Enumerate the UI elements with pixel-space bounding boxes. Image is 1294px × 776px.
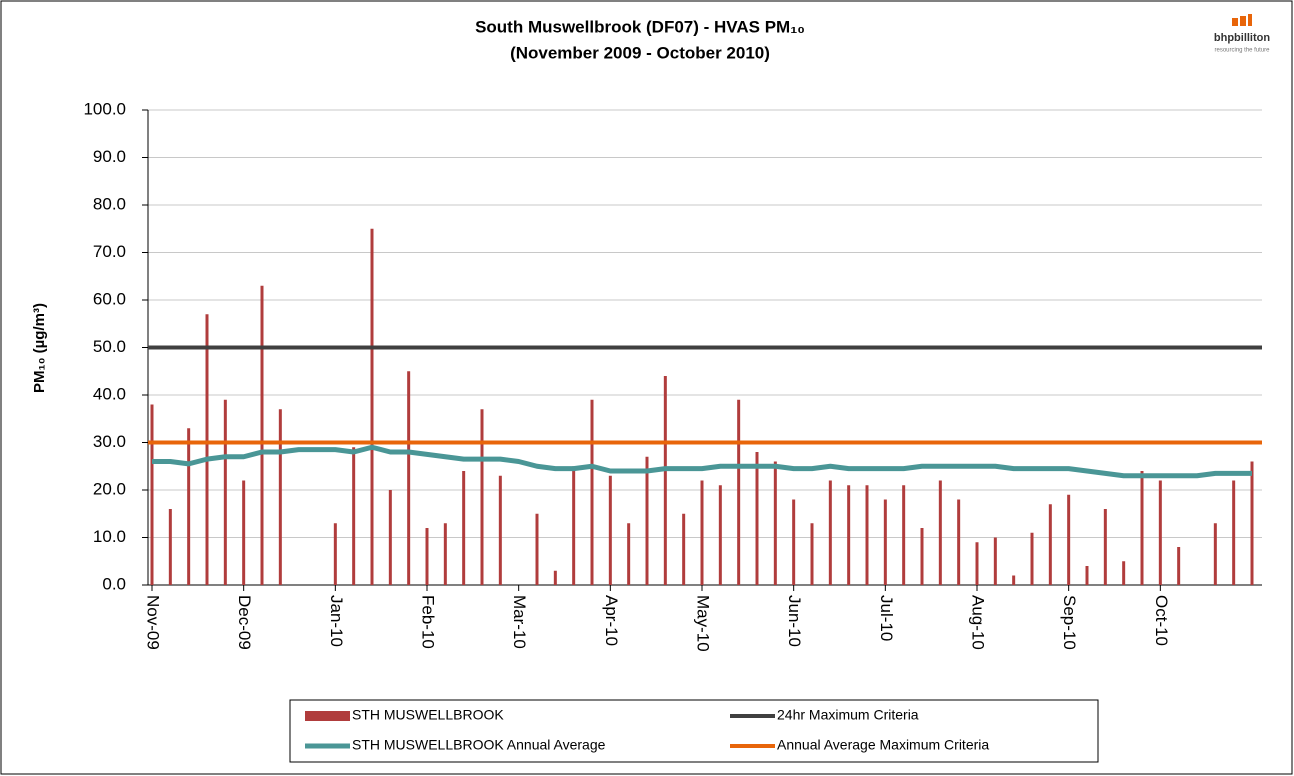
bar	[1122, 561, 1126, 585]
legend-box	[289, 699, 1099, 763]
y-tick-label: 0.0	[102, 574, 126, 593]
bar	[1213, 523, 1217, 585]
bar	[333, 523, 337, 585]
legend-label: 24hr Maximum Criteria	[777, 707, 919, 723]
legend-label: Annual Average Maximum Criteria	[777, 737, 989, 753]
bar	[352, 447, 356, 585]
bar	[278, 409, 282, 585]
bar	[1012, 575, 1016, 585]
bar	[938, 480, 942, 585]
bar	[957, 499, 961, 585]
x-tick-label: Jan-10	[327, 595, 346, 647]
y-axis-label: PM₁₀ (µg/m³)	[31, 303, 48, 393]
bar	[187, 428, 191, 585]
y-tick-label: 90.0	[93, 147, 126, 166]
y-tick-label: 60.0	[93, 289, 126, 308]
bar	[572, 466, 576, 585]
bar	[645, 456, 649, 585]
bar	[792, 499, 796, 585]
bar	[223, 399, 227, 585]
y-tick-label: 50.0	[93, 337, 126, 356]
bar	[1232, 480, 1236, 585]
bar	[902, 485, 906, 585]
bar	[1250, 461, 1254, 585]
bar	[810, 523, 814, 585]
y-tick-label: 40.0	[93, 384, 126, 403]
legend-label: STH MUSWELLBROOK Annual Average	[352, 737, 606, 753]
x-tick-label: Jul-10	[877, 595, 896, 641]
bar	[425, 528, 429, 585]
legend-swatch	[305, 711, 350, 721]
bar	[1177, 547, 1181, 585]
legend-label: STH MUSWELLBROOK	[352, 707, 504, 723]
bar	[443, 523, 447, 585]
bar	[755, 452, 759, 585]
average-line	[152, 444, 1252, 479]
bar	[682, 513, 686, 585]
bar	[773, 461, 777, 585]
x-tick-label: Nov-09	[144, 595, 163, 650]
chart-subtitle: (November 2009 - October 2010)	[510, 43, 770, 62]
bar	[1048, 504, 1052, 585]
logo-mark	[1232, 14, 1252, 26]
bar	[1067, 494, 1071, 585]
y-tick-label: 80.0	[93, 194, 126, 213]
bar	[993, 537, 997, 585]
bar	[920, 528, 924, 585]
bar	[260, 285, 264, 585]
bar	[663, 376, 667, 585]
bar	[388, 490, 392, 585]
bar	[407, 371, 411, 585]
x-tick-label: Feb-10	[419, 595, 438, 649]
x-tick-label: Sep-10	[1060, 595, 1079, 650]
bar	[590, 399, 594, 585]
x-tick-label: Aug-10	[969, 595, 988, 650]
bar	[168, 509, 172, 585]
bar	[865, 485, 869, 585]
x-tick-label: Oct-10	[1152, 595, 1171, 646]
bar	[1140, 471, 1144, 585]
bar	[883, 499, 887, 585]
bar	[242, 480, 246, 585]
bar	[535, 513, 539, 585]
bar	[205, 314, 209, 585]
y-tick-label: 20.0	[93, 479, 126, 498]
bar	[608, 475, 612, 585]
y-tick-label: 70.0	[93, 242, 126, 261]
bar	[718, 485, 722, 585]
chart-title: South Muswellbrook (DF07) - HVAS PM₁₀	[475, 17, 805, 36]
bar	[700, 480, 704, 585]
bar	[828, 480, 832, 585]
bar	[498, 475, 502, 585]
bar	[150, 404, 154, 585]
x-tick-label: Jun-10	[785, 595, 804, 647]
bar	[1158, 480, 1162, 585]
bar	[370, 228, 374, 585]
bar	[847, 485, 851, 585]
bar	[553, 570, 557, 585]
x-tick-label: May-10	[694, 595, 713, 652]
x-tick-label: Apr-10	[602, 595, 621, 646]
y-tick-label: 100.0	[83, 99, 126, 118]
bar	[737, 399, 741, 585]
bar	[462, 471, 466, 585]
bar	[627, 523, 631, 585]
logo-text: bhpbilliton	[1214, 32, 1270, 44]
bar	[975, 542, 979, 585]
y-tick-label: 10.0	[93, 527, 126, 546]
x-tick-label: Mar-10	[510, 595, 529, 649]
bar	[1085, 566, 1089, 585]
bar	[1030, 532, 1034, 585]
bar	[1103, 509, 1107, 585]
logo-tagline: resourcing the future	[1214, 48, 1270, 54]
x-tick-label: Dec-09	[235, 595, 254, 650]
y-tick-label: 30.0	[93, 432, 126, 451]
bar	[480, 409, 484, 585]
